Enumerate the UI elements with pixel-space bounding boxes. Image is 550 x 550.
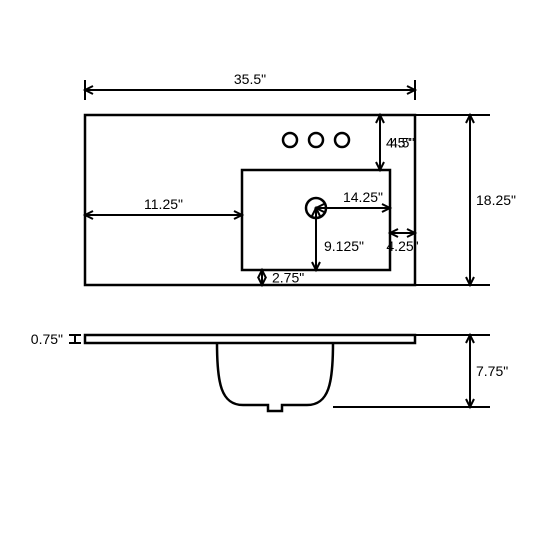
dim-label: 4.5" [390, 135, 414, 151]
dim-label: 4.25" [386, 238, 418, 254]
dim-label: 0.75" [31, 331, 63, 347]
dim-label: 14.25" [343, 189, 383, 205]
faucet-hole [309, 133, 323, 147]
technical-drawing: 35.5"18.25"4.5"4.5"11.25"14.25"4.25"9.12… [0, 0, 550, 550]
dim-label: 35.5" [234, 71, 266, 87]
slab-profile [85, 335, 415, 343]
dim-label: 18.25" [476, 192, 516, 208]
dim-label: 7.75" [476, 363, 508, 379]
dim-label: 9.125" [324, 238, 364, 254]
faucet-hole [283, 133, 297, 147]
faucet-hole [335, 133, 349, 147]
dim-label: 2.75" [272, 270, 304, 286]
bowl-profile [217, 343, 333, 411]
dim-label: 11.25" [144, 196, 183, 212]
